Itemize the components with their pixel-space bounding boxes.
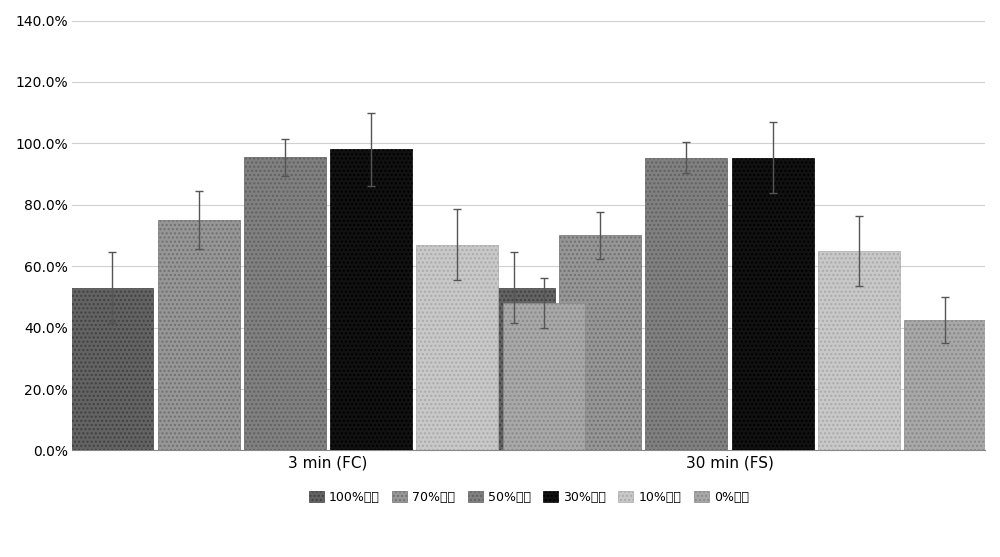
- Bar: [559, 236, 641, 451]
- Bar: [416, 245, 498, 451]
- Bar: [71, 288, 153, 451]
- Bar: [244, 157, 326, 451]
- Bar: [330, 149, 412, 451]
- Legend: 100%蛋清, 70%蛋清, 50%蛋清, 30%蛋清, 10%蛋清, 0%蛋清: 100%蛋清, 70%蛋清, 50%蛋清, 30%蛋清, 10%蛋清, 0%蛋清: [304, 486, 754, 509]
- Bar: [473, 288, 555, 451]
- Bar: [503, 303, 585, 451]
- Bar: [904, 320, 986, 451]
- Bar: [645, 158, 727, 451]
- Bar: [158, 220, 240, 451]
- Bar: [818, 251, 900, 451]
- Bar: [732, 158, 814, 451]
